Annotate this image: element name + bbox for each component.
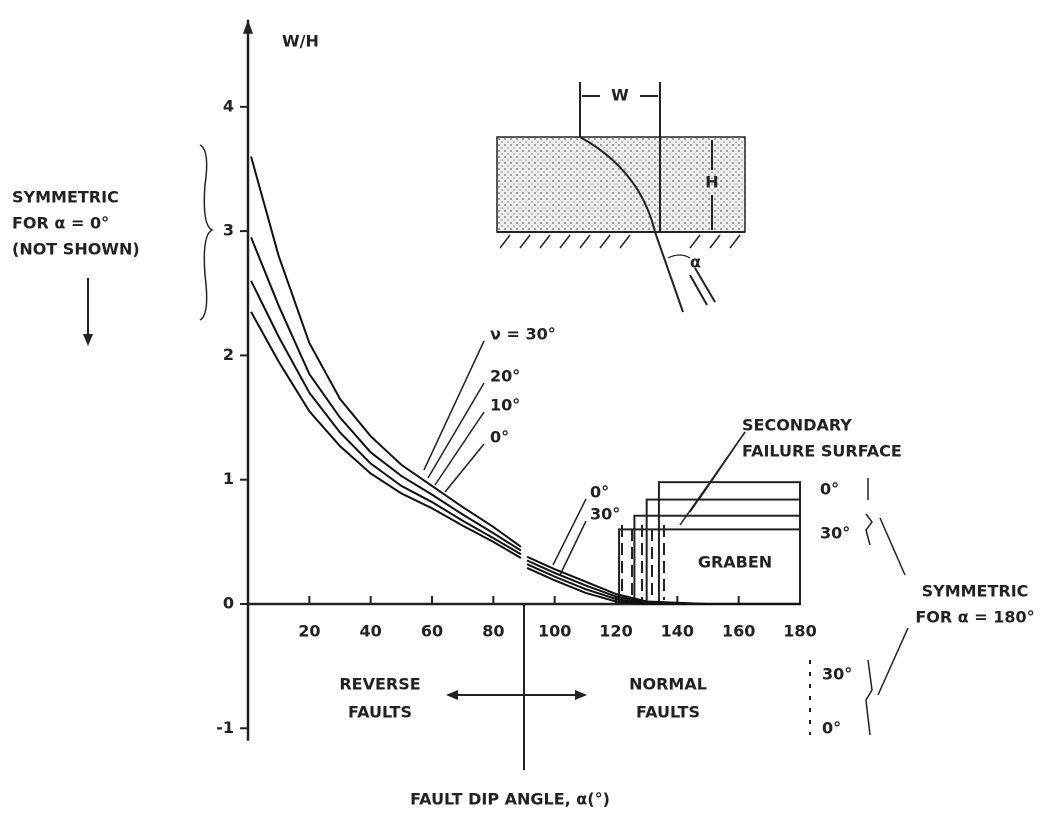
label-leader [560,521,586,575]
region-label: FAULTS [636,703,700,722]
series-line [251,237,800,604]
y-tick-label: 1 [223,469,234,488]
symmetric-label: SYMMETRIC [12,188,119,207]
branch-label: 0° [590,483,609,502]
symmetric-brace [200,145,212,320]
series-label: 0° [490,428,509,447]
level-label: 0° [822,719,841,738]
inset-w: W [611,86,629,105]
y-axis-label: W/H [282,32,319,51]
level-brace [866,660,872,735]
level-label: 30° [820,524,850,543]
symmetric-label: (NOT SHOWN) [12,240,140,259]
y-tick-label: -1 [216,718,234,737]
series-label: ν = 30° [490,325,556,344]
region-label: NORMAL [629,675,707,694]
chart: W H α -1 0 1 2 3 4 20 40 60 80 100 120 140 160 180 W/H F… [0,0,1054,813]
x-tick-label: 160 [722,621,755,640]
secondary-label: SECONDARY [742,416,852,435]
level-label: 0° [820,480,839,499]
series-label: 10° [490,396,520,415]
level-label: 30° [822,665,852,684]
symmetric-label: FOR α = 0° [12,214,109,233]
x-axis-label: FAULT DIP ANGLE, α(°) [410,790,610,809]
symmetric-label: SYMMETRIC [922,582,1029,601]
label-leader [445,444,484,492]
y-tick-label: 0 [223,593,234,612]
inset-alpha: α [690,253,701,272]
x-tick-label: 60 [421,621,443,640]
x-tick-label: 100 [538,621,571,640]
x-tick-label: 20 [298,621,320,640]
region-label: REVERSE [339,675,420,694]
symmetric-leader [878,628,908,695]
symmetric-arrowhead [83,334,93,346]
inset-h: H [705,173,718,192]
region-label: FAULTS [348,703,412,722]
x-tick-label: 80 [482,621,504,640]
y-tick-label: 2 [223,345,234,364]
graben-label: GRABEN [698,553,772,572]
inset-diagram [497,82,745,312]
x-tick-label: 140 [661,621,694,640]
y-axis-arrow [243,20,253,34]
x-tick-label: 120 [599,621,632,640]
branch-label: 30° [590,505,620,524]
x-tick-label: 180 [783,621,816,640]
y-tick-label: 4 [223,96,234,115]
x-tick-label: 40 [360,621,382,640]
symmetric-label: FOR α = 180° [915,608,1034,627]
secondary-leader [700,432,745,498]
label-leader [428,383,484,478]
secondary-label: FAILURE SURFACE [742,442,902,461]
label-leader [424,341,484,470]
series-label: 20° [490,367,520,386]
level-brace [866,478,872,545]
y-tick-label: 3 [223,221,234,240]
symmetric-leader [880,518,905,575]
